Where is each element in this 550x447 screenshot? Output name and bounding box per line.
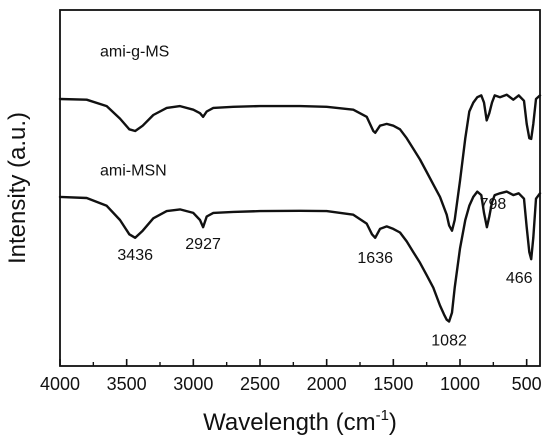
x-axis-ticks: 4000 3500 3000 2500 2000 1500 1000 500 — [40, 359, 542, 394]
series-label: ami-g-MS — [100, 43, 169, 60]
peak-annotations: 3436 2927 1636 1082 798 466 — [117, 196, 532, 349]
x-tick-label: 500 — [512, 374, 542, 394]
peak-label: 2927 — [185, 236, 221, 253]
x-axis-title-superscript: -1 — [376, 407, 389, 424]
peak-label: 466 — [506, 270, 533, 287]
peak-label: 1082 — [431, 333, 467, 350]
plot-area — [58, 93, 542, 323]
peak-label: 1636 — [357, 250, 393, 267]
x-tick-label: 2500 — [240, 374, 280, 394]
x-axis-title-end: ) — [389, 409, 397, 436]
series-line-ami-MSN — [58, 190, 542, 323]
x-tick-label: 3500 — [107, 374, 147, 394]
x-axis-title-main: Wavelength (cm — [203, 409, 376, 436]
series-label: ami-MSN — [100, 163, 167, 180]
x-tick-label: 2000 — [307, 374, 347, 394]
peak-label: 3436 — [117, 247, 153, 264]
x-tick-label: 1000 — [440, 374, 480, 394]
series-labels: ami-g-MS ami-MSN — [100, 43, 169, 179]
x-tick-label: 4000 — [40, 374, 80, 394]
series-line-ami-g-MS — [58, 93, 542, 232]
x-tick-label: 1500 — [373, 374, 413, 394]
y-axis-title: Intensity (a.u.) — [4, 112, 31, 264]
peak-label: 798 — [480, 196, 507, 213]
axes-frame — [59, 9, 541, 367]
x-axis-title: Wavelength (cm-1) — [203, 407, 397, 436]
x-tick-label: 3000 — [173, 374, 213, 394]
